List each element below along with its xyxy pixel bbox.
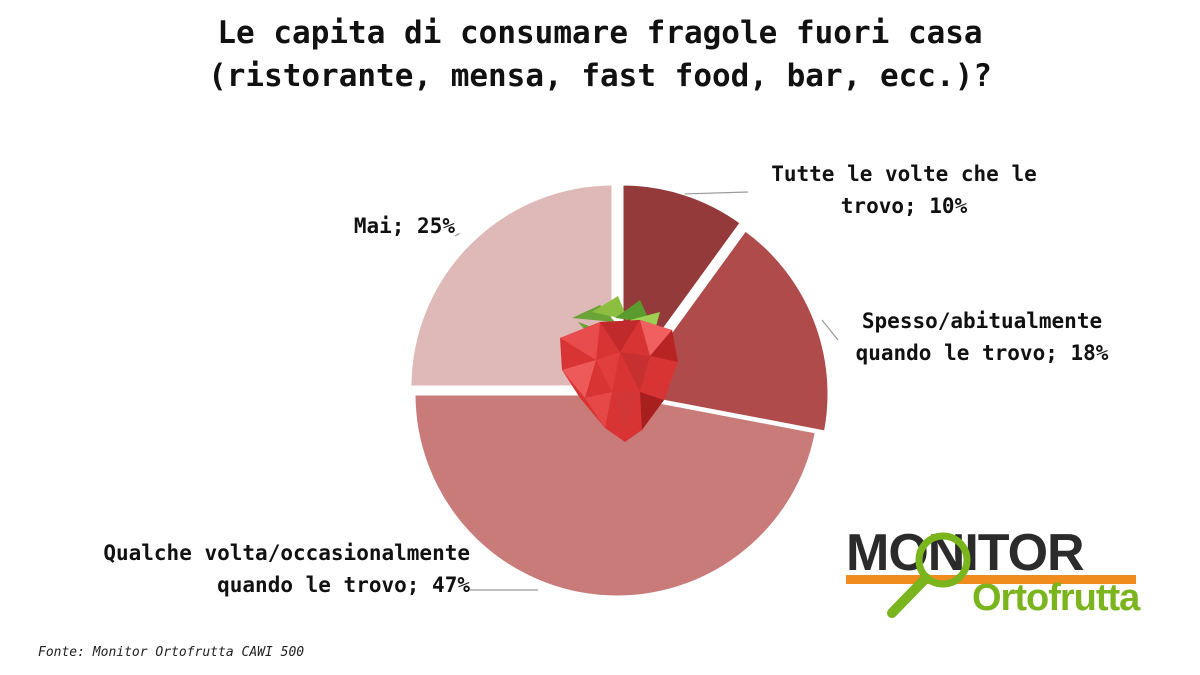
pie-slice-spesso <box>623 227 831 434</box>
chart-title: Le capita di consumare fragole fuori cas… <box>0 12 1200 98</box>
magnifier-icon <box>887 532 971 618</box>
data-label-qualche-volta-line-1: Qualche volta/occasionalmente <box>103 541 470 565</box>
data-label-qualche-volta-line-2: quando le trovo; 47% <box>217 573 470 597</box>
pie-slice-qualche-volta <box>412 392 819 599</box>
logo-orange-bar <box>846 575 1136 584</box>
data-label-spesso-line-1: Spesso/abitualmente <box>861 309 1103 333</box>
data-label-tutte-le-volte: Tutte le volte che le trovo; 10% <box>748 158 1060 222</box>
strawberry-icon <box>560 296 678 442</box>
data-label-mai-line-1: Mai; 25% <box>353 214 455 238</box>
data-label-qualche-volta: Qualche volta/occasionalmente quando le … <box>30 537 470 601</box>
data-label-tutte-le-volte-line-2: trovo; 10% <box>840 194 968 218</box>
monitor-ortofrutta-logo: MONITOR Ortofrutta <box>840 525 1150 625</box>
leader-line-tutte-le-volte <box>684 191 749 195</box>
data-label-spesso: Spesso/abitualmente quando le trovo; 18% <box>826 305 1138 369</box>
data-label-mai: Mai; 25% <box>250 210 455 242</box>
leader-line-mai <box>454 232 460 237</box>
chart-title-line-1: Le capita di consumare fragole fuori cas… <box>217 15 983 51</box>
data-label-tutte-le-volte-line-1: Tutte le volte che le <box>771 162 1037 186</box>
source-note: Fonte: Monitor Ortofrutta CAWI 500 <box>38 645 305 660</box>
data-label-spesso-line-2: quando le trovo; 18% <box>855 341 1109 365</box>
pie-slice-mai <box>408 182 615 389</box>
logo-wordmark-bottom: Ortofrutta <box>972 577 1140 619</box>
chart-title-line-2: (ristorante, mensa, fast food, bar, ecc.… <box>208 58 992 94</box>
leader-line-spesso <box>821 319 839 341</box>
